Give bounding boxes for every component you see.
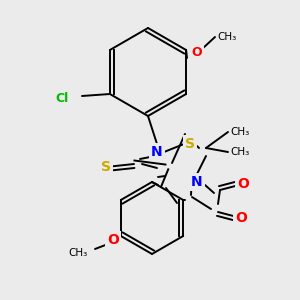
Text: S: S	[185, 137, 195, 151]
Text: CH₃: CH₃	[230, 147, 249, 157]
Text: CH₃: CH₃	[69, 248, 88, 258]
Text: O: O	[237, 177, 249, 191]
Text: N: N	[191, 175, 203, 189]
Text: Cl: Cl	[56, 92, 69, 104]
Text: CH₃: CH₃	[230, 127, 249, 137]
Text: O: O	[107, 233, 119, 247]
Text: S: S	[101, 160, 111, 174]
Text: N: N	[151, 145, 163, 159]
Text: CH₃: CH₃	[217, 32, 236, 42]
Text: O: O	[192, 46, 202, 59]
Text: O: O	[235, 211, 247, 225]
